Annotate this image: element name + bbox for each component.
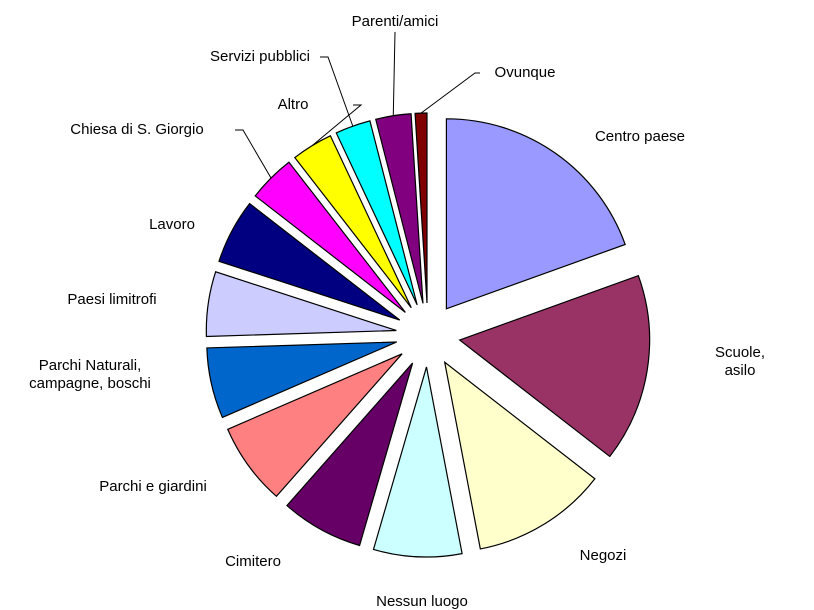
slice-label: Chiesa di S. Giorgio [70, 121, 204, 138]
slice-label: Ovunque [494, 64, 556, 81]
slice-label: Parenti/amici [351, 13, 439, 30]
leader-line [392, 31, 396, 116]
slice-label: Paesi limitrofi [67, 291, 157, 308]
pie-slice [254, 161, 406, 313]
slice-label: Servizi pubblici [209, 48, 311, 65]
slice-label: Cimitero [225, 553, 281, 570]
pie-slice [443, 360, 596, 550]
pie-slice [286, 362, 414, 547]
pie-slice [335, 120, 418, 306]
leader-line [311, 104, 363, 147]
leader-line [235, 129, 272, 179]
leader-line [420, 72, 480, 114]
pie-slice [205, 271, 397, 338]
slice-label: Nessun luogo [376, 593, 468, 610]
pie-slice [445, 118, 626, 310]
pie-slice [372, 366, 463, 558]
pie-slice [458, 274, 651, 458]
pie-slice [218, 202, 401, 321]
slice-label: Parchi e giardini [99, 478, 207, 495]
slice-label: Parchi Naturali, campagne, boschi [29, 357, 151, 392]
leader-line [320, 56, 354, 127]
slice-label: Altro [277, 96, 309, 113]
slice-label: Lavoro [149, 216, 195, 233]
pie-slice [226, 353, 403, 498]
slice-label: Centro paese [594, 128, 686, 145]
slice-label: Scuole, asilo [714, 344, 766, 379]
pie-slice [206, 341, 398, 419]
slice-label: Negozi [579, 547, 627, 564]
